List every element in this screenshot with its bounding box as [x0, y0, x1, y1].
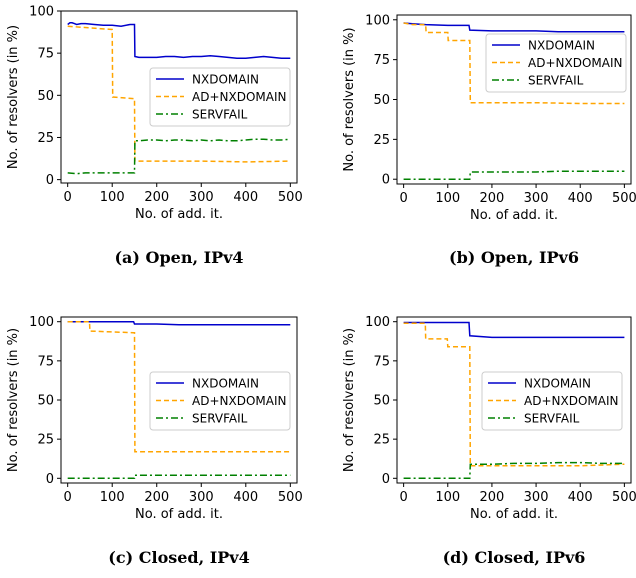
y-axis-label: No. of resolvers (in %) — [6, 328, 21, 472]
y-tick-label: 50 — [37, 394, 54, 409]
x-tick-label: 500 — [278, 190, 303, 205]
legend: NXDOMAIN AD+NXDOMAIN SERVFAIL — [149, 67, 291, 127]
x-tick-label: 200 — [480, 191, 505, 206]
y-tick-label: 75 — [37, 47, 54, 62]
plot-frame — [60, 10, 298, 184]
series-line-servfail — [403, 461, 625, 480]
x-tick-label: 0 — [399, 191, 407, 206]
x-axis-label: No. of add. it. — [470, 507, 558, 522]
y-tick-label: 25 — [373, 133, 390, 148]
series-line-nxdomain — [403, 22, 625, 33]
y-tick-label: 100 — [29, 315, 54, 330]
legend-box — [149, 67, 291, 127]
y-axis-label: No. of resolvers (in %) — [342, 27, 357, 171]
legend-label: AD+NXDOMAIN — [192, 90, 286, 104]
y-tick-label: 0 — [382, 472, 390, 487]
legend-label: NXDOMAIN — [524, 377, 591, 391]
legend: NXDOMAIN AD+NXDOMAIN SERVFAIL — [485, 33, 627, 93]
series-line-servfail — [403, 170, 625, 180]
x-tick-label: 300 — [524, 490, 549, 505]
x-tick-label: 500 — [278, 490, 303, 505]
x-axis-label: No. of add. it. — [470, 208, 558, 223]
x-tick-label: 200 — [144, 490, 169, 505]
subfigure-caption: (a) Open, IPv4 — [114, 248, 243, 267]
chart-panel-3: 0 100 200 300 400 500 0 25 50 75 100 No. of add. it… — [6, 315, 303, 567]
series-line-ad-nxdomain — [67, 320, 291, 453]
y-tick-label: 25 — [37, 131, 54, 146]
x-tick-label: 100 — [435, 191, 460, 206]
y-tick-label: 25 — [373, 433, 390, 448]
x-tick-label: 300 — [189, 490, 214, 505]
x-axis-label: No. of add. it. — [135, 207, 223, 222]
x-tick-label: 100 — [100, 190, 125, 205]
legend-label: AD+NXDOMAIN — [524, 394, 618, 408]
legend-label: AD+NXDOMAIN — [192, 394, 286, 408]
legend-box — [149, 371, 291, 431]
x-tick-label: 400 — [233, 490, 258, 505]
y-tick-label: 75 — [373, 354, 390, 369]
series-line-ad-nxdomain — [403, 322, 625, 467]
y-axis-label: No. of resolvers (in %) — [6, 25, 21, 169]
subfigure-caption: (c) Closed, IPv4 — [108, 548, 249, 567]
series-line-servfail — [67, 474, 291, 480]
y-tick-label: 100 — [365, 315, 390, 330]
series-line-nxdomain — [403, 321, 625, 339]
x-tick-label: 500 — [612, 490, 636, 505]
y-tick-label: 25 — [37, 433, 54, 448]
x-tick-label: 400 — [568, 490, 593, 505]
legend-box — [485, 33, 627, 93]
subfigure-caption: (d) Closed, IPv6 — [443, 548, 586, 567]
y-tick-label: 50 — [37, 89, 54, 104]
legend-label: NXDOMAIN — [192, 377, 259, 391]
legend-label: SERVFAIL — [192, 108, 248, 122]
x-tick-label: 400 — [568, 191, 593, 206]
legend-label: NXDOMAIN — [528, 39, 595, 53]
legend-label: SERVFAIL — [528, 74, 584, 88]
legend-label: NXDOMAIN — [192, 73, 259, 87]
series-line-nxdomain — [67, 22, 291, 59]
x-tick-label: 0 — [64, 190, 72, 205]
x-tick-label: 100 — [100, 490, 125, 505]
chart-panel-1: 0 100 200 300 400 500 0 25 50 75 100 No. of add. it… — [6, 5, 303, 268]
subfigure-caption: (b) Open, IPv6 — [449, 248, 579, 267]
y-tick-label: 0 — [46, 472, 54, 487]
legend-label: SERVFAIL — [524, 412, 580, 426]
x-tick-label: 500 — [612, 191, 636, 206]
legend-box — [481, 371, 623, 431]
y-tick-label: 100 — [365, 13, 390, 28]
series-line-servfail — [67, 138, 291, 175]
y-tick-label: 50 — [373, 93, 390, 108]
series-line-ad-nxdomain — [67, 25, 291, 163]
legend: NXDOMAIN AD+NXDOMAIN SERVFAIL — [149, 371, 291, 431]
x-axis-label: No. of add. it. — [135, 507, 223, 522]
x-tick-label: 100 — [435, 490, 460, 505]
y-tick-label: 0 — [46, 173, 54, 188]
x-tick-label: 0 — [64, 490, 72, 505]
y-axis-label: No. of resolvers (in %) — [342, 328, 357, 472]
series-line-nxdomain — [67, 320, 291, 326]
x-tick-label: 0 — [399, 490, 407, 505]
x-tick-label: 200 — [480, 490, 505, 505]
chart-panel-4: 0 100 200 300 400 500 0 25 50 75 100 No. of add. it… — [342, 315, 636, 567]
y-tick-label: 0 — [382, 173, 390, 188]
y-tick-label: 50 — [373, 394, 390, 409]
legend-label: AD+NXDOMAIN — [528, 56, 622, 70]
legend: NXDOMAIN AD+NXDOMAIN SERVFAIL — [481, 371, 623, 431]
series-line-ad-nxdomain — [403, 22, 625, 105]
x-tick-label: 300 — [524, 191, 549, 206]
x-tick-label: 400 — [233, 190, 258, 205]
y-tick-label: 75 — [37, 354, 54, 369]
x-tick-label: 200 — [144, 190, 169, 205]
x-tick-label: 300 — [189, 190, 214, 205]
legend-label: SERVFAIL — [192, 412, 248, 426]
chart-panel-2: 0 100 200 300 400 500 0 25 50 75 100 No. of add. it… — [342, 13, 636, 267]
y-tick-label: 75 — [373, 53, 390, 68]
y-tick-label: 100 — [29, 5, 54, 20]
